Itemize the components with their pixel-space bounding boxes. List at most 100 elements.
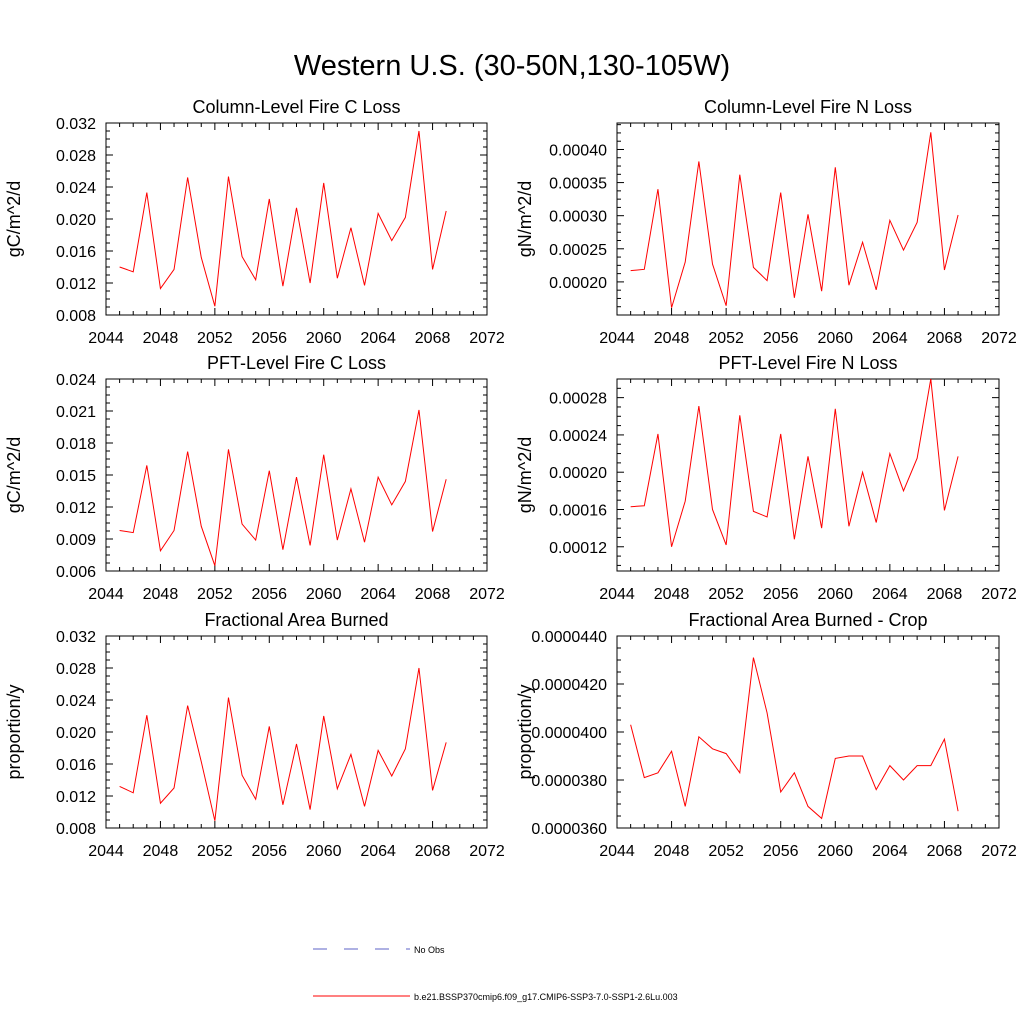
panel2-ytick-label: 0.00035 — [549, 176, 607, 193]
panel1-xtick-label: 2048 — [143, 330, 179, 347]
panel1-xtick-label: 2052 — [197, 330, 233, 347]
panel4-series-line — [630, 378, 959, 547]
panel4-ylabel: gN/m^2/d — [515, 437, 535, 513]
panel5-ytick-label: 0.028 — [56, 661, 96, 678]
panel2-xtick-label: 2072 — [981, 330, 1017, 347]
panel4-xtick-label: 2060 — [817, 586, 853, 603]
panel4-ytick-label: 0.00020 — [549, 465, 607, 482]
panel1-series-line — [119, 130, 447, 307]
panel6-ytick-label: 0.0000440 — [531, 629, 607, 646]
panel3-title: PFT-Level Fire C Loss — [207, 353, 386, 373]
panel1-ytick-label: 0.028 — [56, 148, 96, 165]
panel3-ytick-label: 0.024 — [56, 372, 96, 389]
panel5-ytick-label: 0.024 — [56, 693, 96, 710]
legend-label-no-obs: No Obs — [414, 945, 445, 955]
panel5-xtick-label: 2068 — [415, 843, 451, 860]
panel3-xtick-label: 2068 — [415, 586, 451, 603]
panel1-ylabel: gC/m^2/d — [4, 181, 24, 257]
panel3-ytick-label: 0.021 — [56, 404, 96, 421]
panel2-xtick-label: 2044 — [599, 330, 635, 347]
panel6-xtick-label: 2060 — [817, 843, 853, 860]
panel1-xtick-label: 2064 — [360, 330, 396, 347]
panel1-ytick-label: 0.032 — [56, 116, 96, 133]
panel4-title: PFT-Level Fire N Loss — [718, 353, 897, 373]
panel5-ytick-label: 0.032 — [56, 629, 96, 646]
panel3-frame — [105, 378, 488, 572]
panel2-ytick-label: 0.00025 — [549, 242, 607, 259]
panel6-ytick-label: 0.0000420 — [531, 677, 607, 694]
panel3-ylabel: gC/m^2/d — [4, 437, 24, 513]
panel4-ytick-label: 0.00028 — [549, 391, 607, 408]
panel4-ytick-label: 0.00012 — [549, 540, 607, 557]
panel1-xtick-label: 2044 — [88, 330, 124, 347]
panel6-series-line — [630, 657, 959, 820]
panel4-frame — [616, 378, 1000, 572]
panel5-xtick-label: 2060 — [306, 843, 342, 860]
panel3-xtick-label: 2052 — [197, 586, 233, 603]
legend-label-model-run: b.e21.BSSP370cmip6.f09_g17.CMIP6-SSP3-7.… — [414, 992, 678, 1002]
panel1-ytick-label: 0.024 — [56, 180, 96, 197]
panel6-xtick-label: 2056 — [763, 843, 799, 860]
panel6-title: Fractional Area Burned - Crop — [688, 610, 927, 630]
panel5-xtick-label: 2052 — [197, 843, 233, 860]
panel4-xtick-label: 2052 — [708, 586, 744, 603]
panel5-ytick-label: 0.020 — [56, 725, 96, 742]
panel1-title: Column-Level Fire C Loss — [192, 97, 400, 117]
panel3-xtick-label: 2060 — [306, 586, 342, 603]
panel2-series-line — [630, 132, 959, 308]
panel4-xtick-label: 2044 — [599, 586, 635, 603]
panel6-xtick-label: 2064 — [872, 843, 908, 860]
panel1-ytick-label: 0.008 — [56, 308, 96, 325]
panel1-ytick-label: 0.016 — [56, 244, 96, 261]
panel2-ytick-label: 0.00030 — [549, 209, 607, 226]
panel6-xtick-label: 2052 — [708, 843, 744, 860]
panel3-xtick-label: 2072 — [469, 586, 505, 603]
panel4-xtick-label: 2048 — [654, 586, 690, 603]
panel1-xtick-label: 2060 — [306, 330, 342, 347]
panel6-ytick-label: 0.0000360 — [531, 821, 607, 838]
panel4-xtick-label: 2056 — [763, 586, 799, 603]
panel3-ytick-label: 0.012 — [56, 500, 96, 517]
panel3-xtick-label: 2056 — [251, 586, 287, 603]
panel1-xtick-label: 2068 — [415, 330, 451, 347]
panel4-ytick-label: 0.00016 — [549, 502, 607, 519]
panel6-ytick-label: 0.0000380 — [531, 773, 607, 790]
panel2-ytick-label: 0.00040 — [549, 142, 607, 159]
panel2-xtick-label: 2060 — [817, 330, 853, 347]
panel3-ytick-label: 0.006 — [56, 564, 96, 581]
figure-title: Western U.S. (30-50N,130-105W) — [293, 50, 731, 82]
panel5-ylabel: proportion/y — [4, 684, 24, 779]
panel6-frame — [616, 635, 1000, 829]
panel4-ytick-label: 0.00024 — [549, 428, 607, 445]
panel5-title: Fractional Area Burned — [204, 610, 388, 630]
panel2-ylabel: gN/m^2/d — [515, 181, 535, 257]
panel5-ytick-label: 0.016 — [56, 757, 96, 774]
panel2-xtick-label: 2068 — [927, 330, 963, 347]
panel1-xtick-label: 2072 — [469, 330, 505, 347]
panel2-ytick-label: 0.00020 — [549, 275, 607, 292]
panel5-xtick-label: 2044 — [88, 843, 124, 860]
panel1-ytick-label: 0.012 — [56, 276, 96, 293]
panel4-xtick-label: 2072 — [981, 586, 1017, 603]
panel4-xtick-label: 2064 — [872, 586, 908, 603]
panel6-xtick-label: 2044 — [599, 843, 635, 860]
panel2-xtick-label: 2056 — [763, 330, 799, 347]
panel2-xtick-label: 2064 — [872, 330, 908, 347]
panel5-frame — [105, 635, 488, 829]
panel2-title: Column-Level Fire N Loss — [704, 97, 912, 117]
panel1-frame — [105, 122, 488, 316]
panel3-xtick-label: 2044 — [88, 586, 124, 603]
panel2-frame — [616, 122, 1000, 316]
panel5-xtick-label: 2048 — [143, 843, 179, 860]
panel1-xtick-label: 2056 — [251, 330, 287, 347]
panel6-ytick-label: 0.0000400 — [531, 725, 607, 742]
panel2-xtick-label: 2048 — [654, 330, 690, 347]
panel5-ytick-label: 0.008 — [56, 821, 96, 838]
panel5-xtick-label: 2056 — [251, 843, 287, 860]
panel3-ytick-label: 0.018 — [56, 436, 96, 453]
panel3-xtick-label: 2048 — [143, 586, 179, 603]
panel6-xtick-label: 2048 — [654, 843, 690, 860]
panel6-ylabel: proportion/y — [515, 684, 535, 779]
panel3-ytick-label: 0.015 — [56, 468, 96, 485]
